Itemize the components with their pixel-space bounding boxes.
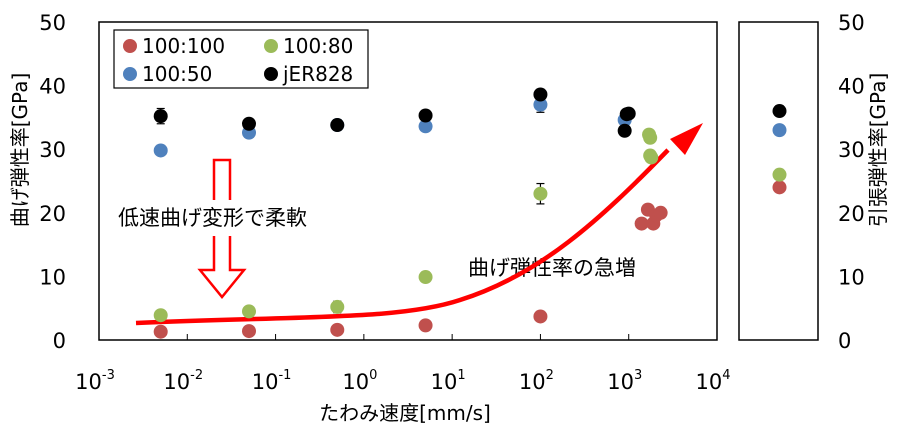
legend-marker bbox=[264, 67, 278, 81]
legend-label: jER828 bbox=[282, 62, 353, 86]
legend-marker bbox=[123, 67, 137, 81]
tensile-point-100-80 bbox=[773, 168, 787, 182]
legend-label: 100:50 bbox=[142, 62, 212, 86]
point-100-80 bbox=[643, 131, 657, 145]
y-tick-label-right: 0 bbox=[838, 329, 851, 353]
point-jer828 bbox=[154, 109, 168, 123]
y-tick-label-left: 50 bbox=[39, 11, 66, 35]
point-100-80 bbox=[644, 150, 658, 164]
point-100-100 bbox=[654, 206, 668, 220]
x-tick-label: 103 bbox=[607, 368, 642, 394]
x-tick-label: 104 bbox=[695, 368, 730, 394]
y-tick-label-right: 40 bbox=[838, 75, 865, 99]
point-jer828 bbox=[242, 117, 256, 131]
y-tick-label-right: 10 bbox=[838, 265, 865, 289]
y-tick-label-right: 30 bbox=[838, 138, 865, 162]
y-axis-title-left: 曲げ弾性率[GPa] bbox=[8, 73, 32, 228]
y-tick-label-left: 30 bbox=[39, 138, 66, 162]
trend-arrowhead-icon bbox=[670, 123, 703, 155]
point-100-100 bbox=[533, 309, 547, 323]
point-100-50 bbox=[154, 143, 168, 157]
trend-arrow bbox=[136, 150, 668, 323]
x-tick-label: 101 bbox=[431, 368, 466, 394]
point-jer828 bbox=[622, 107, 636, 121]
x-axis-title: たわみ速度[mm/s] bbox=[319, 401, 491, 425]
y-tick-label-left: 40 bbox=[39, 75, 66, 99]
legend: 100:100 100:80 100:50 jER828 bbox=[114, 30, 368, 88]
point-100-80 bbox=[242, 304, 256, 318]
y-axis-title-right: 引張弾性率[GPa] bbox=[866, 73, 890, 228]
point-100-100 bbox=[330, 323, 344, 337]
x-tick-label: 102 bbox=[519, 368, 554, 394]
y-tick-label-left: 0 bbox=[53, 329, 66, 353]
point-100-100 bbox=[419, 318, 433, 332]
y-tick-label-right: 20 bbox=[838, 202, 865, 226]
point-jer828 bbox=[419, 108, 433, 122]
y-tick-label-left: 20 bbox=[39, 202, 66, 226]
tensile-point-jer828 bbox=[773, 104, 787, 118]
legend-label: 100:80 bbox=[283, 34, 353, 58]
point-100-80 bbox=[419, 270, 433, 284]
surge-annotation: 曲げ弾性率の急増 bbox=[468, 256, 636, 280]
point-jer828 bbox=[330, 118, 344, 132]
legend-label: 100:100 bbox=[142, 34, 225, 58]
x-tick-label: 10-3 bbox=[75, 368, 115, 394]
x-tick-label: 100 bbox=[342, 368, 377, 394]
x-tick-label: 10-1 bbox=[252, 368, 292, 394]
annotations: 低速曲げ変形で柔軟 曲げ弾性率の急増 bbox=[112, 123, 703, 323]
legend-marker bbox=[123, 39, 137, 53]
y-tick-label-right: 50 bbox=[838, 11, 865, 35]
y-tick-label-left: 10 bbox=[39, 265, 66, 289]
slow-annotation: 低速曲げ変形で柔軟 bbox=[118, 206, 307, 230]
point-100-80 bbox=[533, 187, 547, 201]
tensile-point-100-50 bbox=[773, 123, 787, 137]
point-100-80 bbox=[330, 300, 344, 314]
point-100-100 bbox=[154, 325, 168, 339]
point-100-80 bbox=[154, 308, 168, 322]
point-jer828 bbox=[618, 124, 632, 138]
point-100-100 bbox=[242, 324, 256, 338]
tensile-point-100-100 bbox=[773, 180, 787, 194]
point-jer828 bbox=[533, 88, 547, 102]
legend-marker bbox=[264, 39, 278, 53]
x-tick-label: 10-2 bbox=[163, 368, 203, 394]
